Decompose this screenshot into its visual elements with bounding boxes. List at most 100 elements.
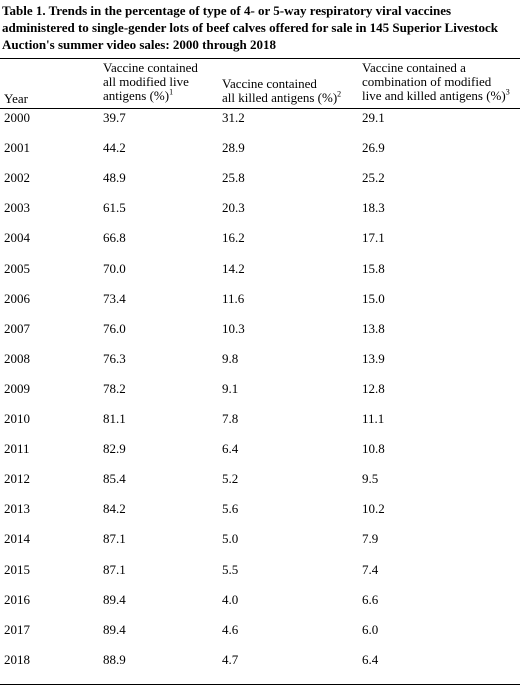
cell-combination: 13.8	[362, 321, 385, 336]
cell-killed: 5.5	[222, 562, 239, 577]
footnote-marker-2: 2	[337, 89, 342, 99]
header-killed-line2: all killed antigens (%)2	[222, 89, 372, 105]
cell-modified-live: 87.1	[103, 562, 126, 577]
table-row: 2000 39.7 31.2 29.1	[0, 110, 520, 126]
header-combination-line1: Vaccine contained a	[362, 60, 466, 75]
table-row: 2006 73.4 11.6 15.0	[0, 291, 520, 307]
table-row: 2004 66.8 16.2 17.1	[0, 230, 520, 246]
cell-killed: 9.1	[222, 381, 239, 396]
cell-killed: 25.8	[222, 170, 245, 185]
cell-combination: 25.2	[362, 170, 385, 185]
cell-modified-live: 39.7	[103, 110, 126, 125]
header-year: Year	[4, 91, 28, 106]
cell-year: 2008	[4, 351, 30, 366]
cell-year: 2005	[4, 261, 30, 276]
cell-year: 2012	[4, 471, 30, 486]
cell-combination: 15.8	[362, 261, 385, 276]
table-row: 2018 88.9 4.7 6.4	[0, 652, 520, 668]
cell-killed: 7.8	[222, 411, 239, 426]
cell-killed: 5.0	[222, 531, 239, 546]
cell-year: 2013	[4, 501, 30, 516]
cell-combination: 12.8	[362, 381, 385, 396]
cell-year: 2016	[4, 592, 30, 607]
cell-killed: 14.2	[222, 261, 245, 276]
cell-modified-live: 73.4	[103, 291, 126, 306]
cell-year: 2010	[4, 411, 30, 426]
table-row: 2014 87.1 5.0 7.9	[0, 531, 520, 547]
header-killed: Vaccine contained all killed antigens (%…	[222, 77, 372, 105]
header-modified-live-line3-text: antigens (%)	[103, 88, 170, 103]
cell-year: 2002	[4, 170, 30, 185]
cell-year: 2003	[4, 200, 30, 215]
cell-killed: 28.9	[222, 140, 245, 155]
cell-killed: 31.2	[222, 110, 245, 125]
cell-modified-live: 89.4	[103, 622, 126, 637]
table-row: 2012 85.4 5.2 9.5	[0, 471, 520, 487]
cell-year: 2001	[4, 140, 30, 155]
cell-combination: 6.0	[362, 622, 379, 637]
header-combination-line3: live and killed antigens (%)3	[362, 87, 520, 103]
table-row: 2015 87.1 5.5 7.4	[0, 562, 520, 578]
cell-combination: 7.9	[362, 531, 379, 546]
cell-combination: 10.8	[362, 441, 385, 456]
cell-killed: 6.4	[222, 441, 239, 456]
table-row: 2017 89.4 4.6 6.0	[0, 622, 520, 638]
cell-combination: 15.0	[362, 291, 385, 306]
table-row: 2002 48.9 25.8 25.2	[0, 170, 520, 186]
table-caption: Table 1. Trends in the percentage of typ…	[2, 3, 498, 52]
footnote-marker-1: 1	[169, 87, 174, 97]
cell-combination: 7.4	[362, 562, 379, 577]
cell-modified-live: 89.4	[103, 592, 126, 607]
cell-year: 2011	[4, 441, 30, 456]
cell-modified-live: 82.9	[103, 441, 126, 456]
cell-modified-live: 76.3	[103, 351, 126, 366]
cell-combination: 29.1	[362, 110, 385, 125]
cell-modified-live: 48.9	[103, 170, 126, 185]
cell-modified-live: 70.0	[103, 261, 126, 276]
cell-year: 2007	[4, 321, 30, 336]
cell-modified-live: 88.9	[103, 652, 126, 667]
table-row: 2005 70.0 14.2 15.8	[0, 261, 520, 277]
header-combination: Vaccine contained a combination of modif…	[362, 61, 520, 103]
cell-year: 2006	[4, 291, 30, 306]
cell-combination: 26.9	[362, 140, 385, 155]
table-top-rule	[0, 58, 520, 59]
table-row: 2003 61.5 20.3 18.3	[0, 200, 520, 216]
cell-modified-live: 78.2	[103, 381, 126, 396]
cell-killed: 11.6	[222, 291, 245, 306]
table-row: 2013 84.2 5.6 10.2	[0, 501, 520, 517]
cell-combination: 9.5	[362, 471, 379, 486]
header-combination-line2: combination of modified	[362, 74, 492, 89]
cell-killed: 5.2	[222, 471, 239, 486]
table-row: 2007 76.0 10.3 13.8	[0, 321, 520, 337]
table-bottom-rule	[0, 684, 520, 685]
cell-year: 2000	[4, 110, 30, 125]
cell-combination: 10.2	[362, 501, 385, 516]
header-modified-live-line2: all modified live	[103, 74, 189, 89]
header-modified-live-line3: antigens (%)1	[103, 87, 243, 103]
cell-modified-live: 61.5	[103, 200, 126, 215]
cell-year: 2018	[4, 652, 30, 667]
cell-year: 2014	[4, 531, 30, 546]
cell-modified-live: 66.8	[103, 230, 126, 245]
cell-year: 2004	[4, 230, 30, 245]
cell-killed: 5.6	[222, 501, 239, 516]
cell-combination: 17.1	[362, 230, 385, 245]
footnote-marker-3: 3	[505, 87, 510, 97]
cell-modified-live: 87.1	[103, 531, 126, 546]
cell-killed: 4.0	[222, 592, 239, 607]
cell-modified-live: 85.4	[103, 471, 126, 486]
table-row: 2009 78.2 9.1 12.8	[0, 381, 520, 397]
cell-modified-live: 81.1	[103, 411, 126, 426]
cell-combination: 6.6	[362, 592, 379, 607]
cell-combination: 13.9	[362, 351, 385, 366]
cell-killed: 10.3	[222, 321, 245, 336]
header-killed-line2-text: all killed antigens (%)	[222, 90, 338, 105]
cell-modified-live: 76.0	[103, 321, 126, 336]
cell-killed: 9.8	[222, 351, 239, 366]
cell-killed: 16.2	[222, 230, 245, 245]
cell-combination: 6.4	[362, 652, 379, 667]
table-row: 2016 89.4 4.0 6.6	[0, 592, 520, 608]
cell-year: 2015	[4, 562, 30, 577]
cell-combination: 11.1	[362, 411, 385, 426]
